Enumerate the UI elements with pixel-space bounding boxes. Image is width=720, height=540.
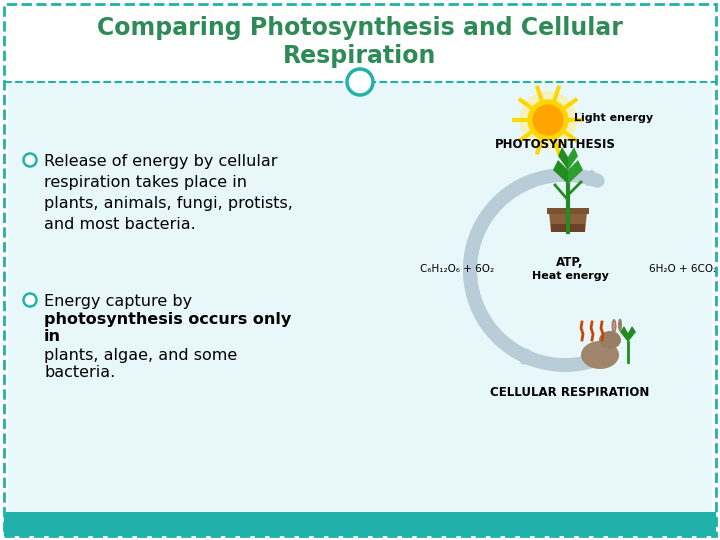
Bar	[8, 82, 712, 512]
Text: Comparing Photosynthesis and Cellular
Respiration: Comparing Photosynthesis and Cellular Re…	[97, 16, 623, 68]
Ellipse shape	[613, 321, 616, 330]
Polygon shape	[620, 326, 628, 342]
Polygon shape	[549, 212, 587, 232]
Bar	[551, 224, 585, 232]
Ellipse shape	[599, 331, 621, 349]
Text: CELLULAR RESPIRATION: CELLULAR RESPIRATION	[490, 386, 649, 399]
Circle shape	[528, 100, 568, 140]
Ellipse shape	[581, 341, 619, 369]
Bar	[547, 208, 589, 214]
Ellipse shape	[618, 319, 622, 332]
Text: 6H₂O + 6CO₂: 6H₂O + 6CO₂	[649, 264, 717, 274]
Circle shape	[520, 92, 576, 148]
Text: Energy capture by: Energy capture by	[44, 294, 197, 309]
Text: Light energy: Light energy	[574, 113, 653, 123]
Polygon shape	[568, 160, 583, 184]
Text: ATP,: ATP,	[557, 255, 584, 268]
Bar	[4, 4, 716, 82]
Text: plants, algae, and some
bacteria.: plants, algae, and some bacteria.	[44, 348, 238, 380]
Text: Heat energy: Heat energy	[531, 271, 608, 281]
Circle shape	[533, 105, 563, 135]
Polygon shape	[628, 326, 636, 342]
Polygon shape	[553, 160, 568, 184]
Circle shape	[24, 294, 37, 307]
Polygon shape	[558, 147, 568, 170]
Text: C₆H₁₂O₆ + 6O₂: C₆H₁₂O₆ + 6O₂	[420, 264, 494, 274]
Circle shape	[24, 153, 37, 166]
Circle shape	[347, 69, 373, 95]
Bar	[4, 512, 716, 536]
Text: PHOTOSYNTHESIS: PHOTOSYNTHESIS	[495, 138, 616, 152]
Text: Release of energy by cellular
respiration takes place in
plants, animals, fungi,: Release of energy by cellular respiratio…	[44, 154, 293, 232]
Polygon shape	[568, 147, 578, 170]
Text: photosynthesis occurs only
in: photosynthesis occurs only in	[44, 312, 292, 345]
Ellipse shape	[611, 319, 616, 333]
